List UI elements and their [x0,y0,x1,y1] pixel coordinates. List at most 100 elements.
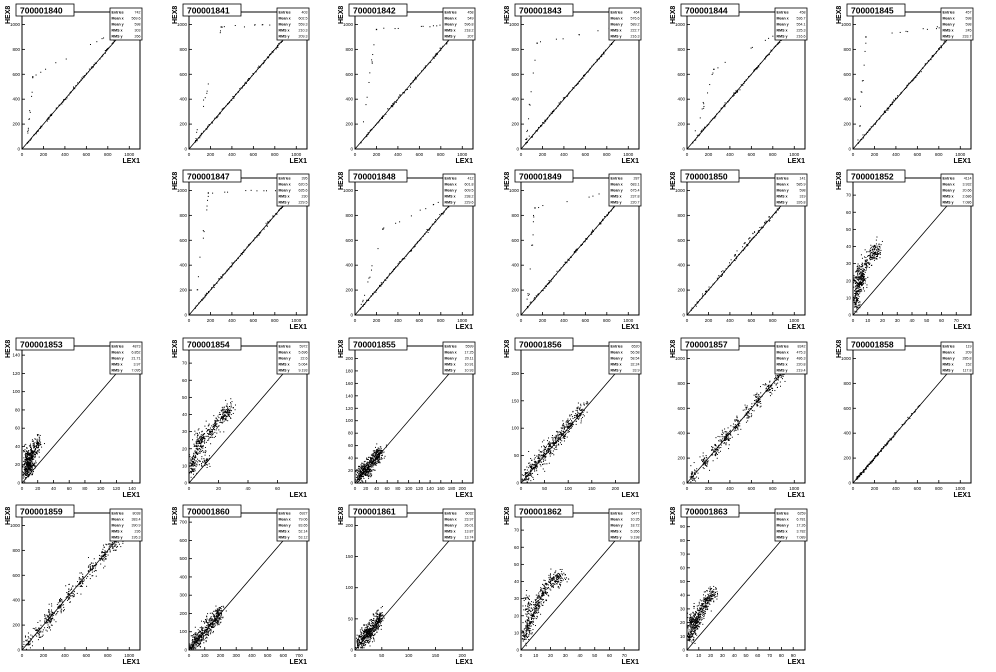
density-dot [221,416,223,418]
density-dot [940,46,942,48]
density-dot [409,83,411,85]
density-dot [871,252,873,254]
density-dot [261,63,263,65]
density-dot [766,220,768,222]
data-point [559,269,561,271]
density-dot [399,94,401,96]
density-dot [229,408,231,410]
stats-label: Mean x [611,183,623,187]
stats-label: RMS y [112,369,123,373]
density-dot [446,41,448,43]
density-dot [360,466,362,468]
stats-label: RMS x [112,29,123,33]
density-dot [22,477,24,479]
density-dot [29,461,31,463]
density-dot [738,423,740,425]
density-dot [414,78,416,80]
density-dot [225,415,227,417]
density-dot [862,134,864,136]
density-dot [698,134,700,136]
density-dot [55,62,57,64]
density-dot [858,142,860,144]
density-dot [271,52,273,54]
density-dot [375,460,377,462]
density-dot [865,265,867,267]
density-dot [571,425,573,427]
stats-label: RMS y [777,201,788,205]
density-dot [755,397,757,399]
density-dot [375,453,377,455]
x-tick-label: 120 [416,486,424,491]
density-dot [568,422,570,424]
density-dot [219,32,221,34]
density-dot [857,302,859,304]
density-dot [201,442,203,444]
density-dot [214,117,216,119]
density-dot [756,395,758,397]
density-dot [201,440,203,442]
density-dot [692,475,694,477]
density-dot [364,464,366,466]
density-dot [870,244,872,246]
density-dot [551,443,553,445]
density-dot [374,446,376,448]
density-dot [190,460,192,462]
density-dot [411,82,413,84]
density-dot [249,77,251,79]
density-dot [875,256,877,258]
density-dot [861,80,863,82]
density-dot [592,229,594,231]
density-dot [206,292,208,294]
density-dot [863,268,865,270]
density-dot [371,464,373,466]
density-dot [735,254,737,256]
density-dot [873,246,875,248]
density-dot [547,283,549,285]
density-dot [564,431,566,433]
density-dot [543,459,545,461]
density-dot [858,283,860,285]
density-dot [28,472,30,474]
density-dot [208,457,210,459]
density-dot [372,459,374,461]
density-dot [360,464,362,466]
density-dot [702,452,704,454]
density-dot [369,470,371,472]
y-tick-label: 200 [511,371,519,376]
density-dot [599,222,601,224]
density-dot [869,262,871,264]
density-dot [360,470,362,472]
density-dot [40,127,42,129]
density-dot [272,51,274,53]
data-point [413,79,416,81]
density-dot [400,260,402,262]
density-dot [234,409,236,411]
density-dot [434,221,436,223]
density-dot [366,134,368,136]
density-dot [704,126,706,128]
density-dot [566,425,568,427]
density-dot [367,465,369,467]
density-dot [194,450,196,452]
density-dot [870,258,872,260]
density-dot [219,431,221,433]
data-point [612,206,615,209]
density-dot [531,244,533,246]
density-dot [28,470,30,472]
density-dot [396,101,398,103]
density-dot [34,457,36,459]
density-dot [435,219,437,221]
density-dot [856,300,858,302]
density-dot [864,261,866,263]
density-dot [27,476,29,478]
density-dot [771,384,773,386]
density-dot [533,460,535,462]
data-point [434,221,437,223]
density-dot [212,423,214,425]
density-dot [27,463,29,465]
data-point [216,116,218,118]
x-axis-title: LEX1 [455,158,473,165]
density-dot [63,100,65,102]
chart-title: 700001855 [353,340,396,350]
